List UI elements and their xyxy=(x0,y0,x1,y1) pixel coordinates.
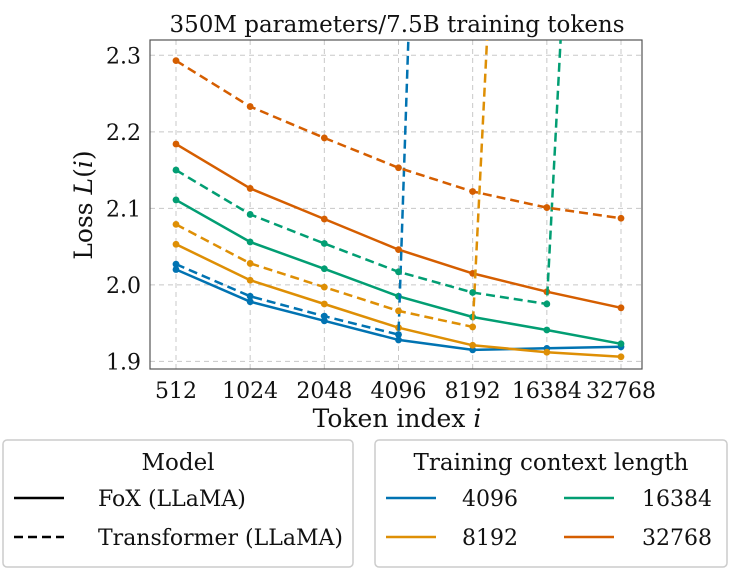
legend-context-label-4096: 4096 xyxy=(462,487,518,512)
x-tick-label: 512 xyxy=(155,379,197,404)
data-point xyxy=(246,211,254,218)
series-transformer-16384 xyxy=(172,40,562,308)
data-point xyxy=(469,188,477,195)
data-point xyxy=(172,220,180,228)
data-point xyxy=(395,246,402,254)
legend-context-title: Training context length xyxy=(414,450,689,476)
tick-labels: 512 1024 2048 4096 8192 16384 32768 1.9 2.0 2.1 2.… xyxy=(106,44,656,404)
series-line xyxy=(175,40,489,329)
y-axis-label: Loss L(i) xyxy=(69,150,98,259)
grid xyxy=(150,40,642,369)
data-point xyxy=(320,300,328,308)
data-point xyxy=(543,348,551,356)
data-point xyxy=(172,140,180,148)
data-point xyxy=(246,276,254,284)
series-transformer-32768 xyxy=(172,57,625,222)
data-point xyxy=(246,103,254,110)
y-tick-label: 1.9 xyxy=(106,350,141,375)
series-line xyxy=(175,40,562,306)
legend-model-label-fox: FoX (LLaMA) xyxy=(98,487,246,512)
x-axis-label-text: Token index xyxy=(313,404,466,433)
y-axis-label-text: Loss xyxy=(69,202,98,259)
legend-context-label-8192: 8192 xyxy=(462,526,518,551)
legend-context-frame xyxy=(374,439,728,568)
y-tick-label: 2.2 xyxy=(106,121,141,146)
legend-context-label-16384: 16384 xyxy=(642,487,712,512)
y-axis-label-var: i xyxy=(69,160,98,168)
data-point xyxy=(320,312,328,320)
data-point xyxy=(320,134,328,142)
data-point xyxy=(320,215,328,223)
data-point xyxy=(395,336,402,344)
legend-model: Model FoX (LLaMA) Transformer (LLaMA) xyxy=(2,439,354,568)
plot-area-frame xyxy=(149,39,643,370)
data-point xyxy=(469,323,477,331)
y-tick-label: 2.1 xyxy=(106,197,141,222)
x-tick-label: 8192 xyxy=(445,379,501,404)
data-point xyxy=(617,340,625,348)
data-point xyxy=(617,214,625,222)
series-line xyxy=(175,40,410,336)
data-point xyxy=(246,185,254,192)
data-point xyxy=(320,283,328,291)
data-point xyxy=(617,304,625,312)
data-point xyxy=(395,164,402,172)
data-point xyxy=(320,240,328,247)
legend-model-title: Model xyxy=(141,450,214,476)
x-tick-label: 16384 xyxy=(512,379,582,404)
data-point xyxy=(172,266,180,273)
data-point xyxy=(172,196,180,204)
y-tick-label: 2.0 xyxy=(106,274,141,299)
data-point xyxy=(246,298,254,306)
series-transformer-8192 xyxy=(172,40,489,331)
legend-model-label-transformer: Transformer (LLaMA) xyxy=(98,526,343,551)
series-transformer-4096 xyxy=(172,40,410,338)
legend-model-frame xyxy=(2,439,354,568)
data-point xyxy=(469,341,477,349)
legend-context-label-32768: 32768 xyxy=(642,526,712,551)
series-layer xyxy=(172,40,625,361)
legend-context: Training context length 4096 16384 8192 … xyxy=(374,439,728,568)
data-point xyxy=(172,240,180,248)
x-axis-label: Token index i xyxy=(313,404,482,433)
data-point xyxy=(617,353,625,361)
data-point xyxy=(246,238,254,246)
x-axis-label-var: i xyxy=(473,404,481,433)
data-point xyxy=(543,204,551,211)
x-tick-label: 1024 xyxy=(222,379,278,404)
data-point xyxy=(395,331,402,338)
x-tick-label: 4096 xyxy=(371,379,427,404)
y-tick-label: 2.3 xyxy=(106,44,141,69)
data-point xyxy=(395,268,402,276)
data-point xyxy=(172,260,180,268)
data-point xyxy=(172,166,180,174)
data-point xyxy=(246,292,254,300)
x-tick-label: 32768 xyxy=(586,379,656,404)
data-point xyxy=(246,260,254,267)
data-point xyxy=(320,265,328,273)
data-point xyxy=(395,307,402,315)
x-tick-label: 2048 xyxy=(296,379,352,404)
chart-title: 350M parameters/7.5B training tokens xyxy=(169,12,624,38)
data-point xyxy=(543,326,551,334)
y-axis-label-fn: L xyxy=(69,178,98,196)
data-point xyxy=(172,57,180,65)
data-point xyxy=(543,300,551,308)
data-point xyxy=(469,289,477,296)
